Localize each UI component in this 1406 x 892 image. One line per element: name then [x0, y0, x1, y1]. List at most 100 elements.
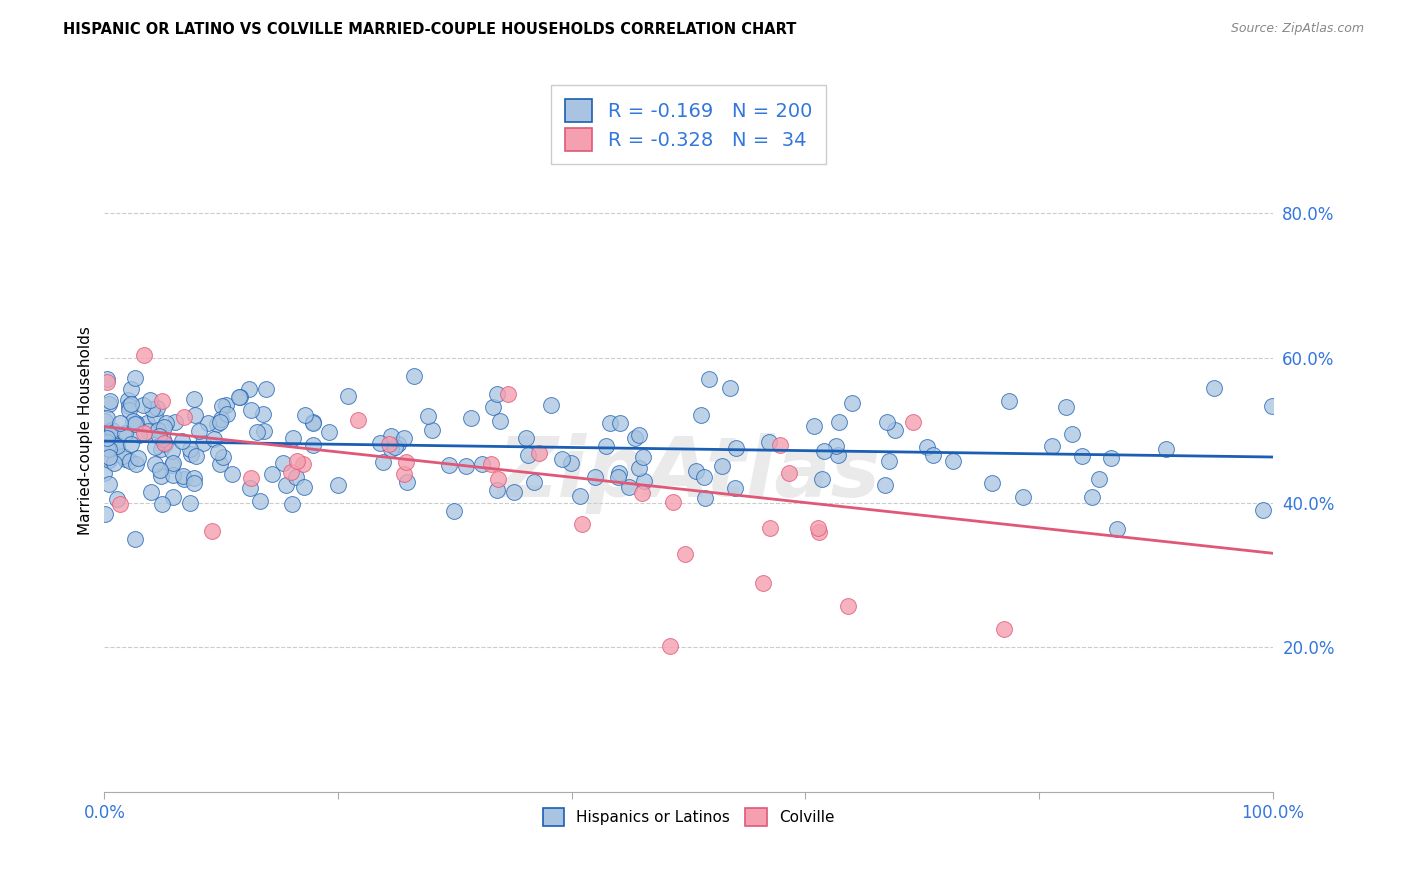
Point — [110, 416, 132, 430]
Point — [249, 494, 271, 508]
Point — [160, 458, 183, 472]
Point — [456, 459, 478, 474]
Point — [114, 452, 136, 467]
Point — [301, 437, 323, 451]
Point — [371, 455, 394, 469]
Point — [97, 442, 120, 456]
Point — [1251, 503, 1274, 517]
Point — [96, 425, 118, 439]
Point — [420, 424, 443, 438]
Point — [486, 472, 509, 486]
Point — [540, 398, 562, 412]
Point — [187, 424, 209, 438]
Point — [165, 415, 187, 429]
Point — [124, 532, 146, 546]
Point — [280, 466, 302, 480]
Point — [172, 434, 194, 448]
Point — [551, 452, 574, 467]
Point — [326, 477, 349, 491]
Point — [120, 437, 142, 451]
Text: Source: ZipAtlas.com: Source: ZipAtlas.com — [1230, 22, 1364, 36]
Point — [1107, 522, 1129, 536]
Point — [503, 484, 526, 499]
Point — [150, 469, 173, 483]
Point — [285, 454, 308, 468]
Point — [1202, 381, 1225, 395]
Point — [134, 425, 156, 440]
Point — [1060, 426, 1083, 441]
Point — [443, 504, 465, 518]
Point — [673, 547, 696, 561]
Point — [155, 437, 177, 451]
Point — [609, 416, 631, 430]
Point — [718, 381, 741, 395]
Point — [993, 622, 1015, 636]
Point — [692, 470, 714, 484]
Point — [136, 424, 159, 438]
Point — [96, 372, 118, 386]
Point — [724, 441, 747, 455]
Point — [143, 458, 166, 472]
Point — [150, 497, 173, 511]
Point — [617, 479, 640, 493]
Point — [496, 386, 519, 401]
Point — [183, 471, 205, 485]
Point — [104, 439, 127, 453]
Point — [841, 396, 863, 410]
Point — [488, 414, 510, 428]
Point — [1081, 490, 1104, 504]
Point — [837, 599, 859, 614]
Point — [118, 453, 141, 467]
Point — [215, 407, 238, 421]
Point — [915, 441, 938, 455]
Point — [460, 410, 482, 425]
Point — [377, 437, 399, 451]
Point — [627, 427, 650, 442]
Point — [628, 460, 651, 475]
Point — [179, 442, 201, 456]
Point — [659, 639, 682, 653]
Legend: Hispanics or Latinos, Colville: Hispanics or Latinos, Colville — [533, 799, 844, 835]
Point — [202, 432, 225, 446]
Point — [768, 438, 790, 452]
Point — [384, 440, 406, 454]
Point — [437, 458, 460, 472]
Point — [392, 467, 415, 482]
Point — [808, 524, 831, 539]
Point — [124, 371, 146, 385]
Point — [103, 456, 125, 470]
Point — [104, 437, 127, 451]
Point — [97, 452, 120, 467]
Point — [346, 413, 368, 427]
Point — [607, 469, 630, 483]
Point — [141, 402, 163, 417]
Point — [155, 417, 177, 431]
Point — [759, 521, 782, 535]
Point — [193, 436, 215, 450]
Point — [997, 394, 1019, 409]
Point — [114, 427, 136, 442]
Point — [238, 482, 260, 496]
Point — [97, 450, 120, 465]
Point — [471, 457, 494, 471]
Point — [153, 435, 176, 450]
Point — [94, 413, 117, 427]
Point — [262, 467, 284, 481]
Point — [1012, 490, 1035, 504]
Point — [148, 428, 170, 442]
Point — [827, 448, 849, 462]
Point — [1261, 399, 1284, 413]
Point — [96, 411, 118, 425]
Point — [811, 472, 834, 486]
Point — [139, 392, 162, 407]
Point — [96, 442, 118, 456]
Point — [162, 456, 184, 470]
Point — [485, 386, 508, 401]
Point — [183, 392, 205, 406]
Point — [118, 399, 141, 413]
Point — [254, 382, 277, 396]
Point — [180, 447, 202, 461]
Point — [623, 431, 645, 445]
Point — [318, 425, 340, 439]
Text: ZipAtlas: ZipAtlas — [496, 434, 880, 514]
